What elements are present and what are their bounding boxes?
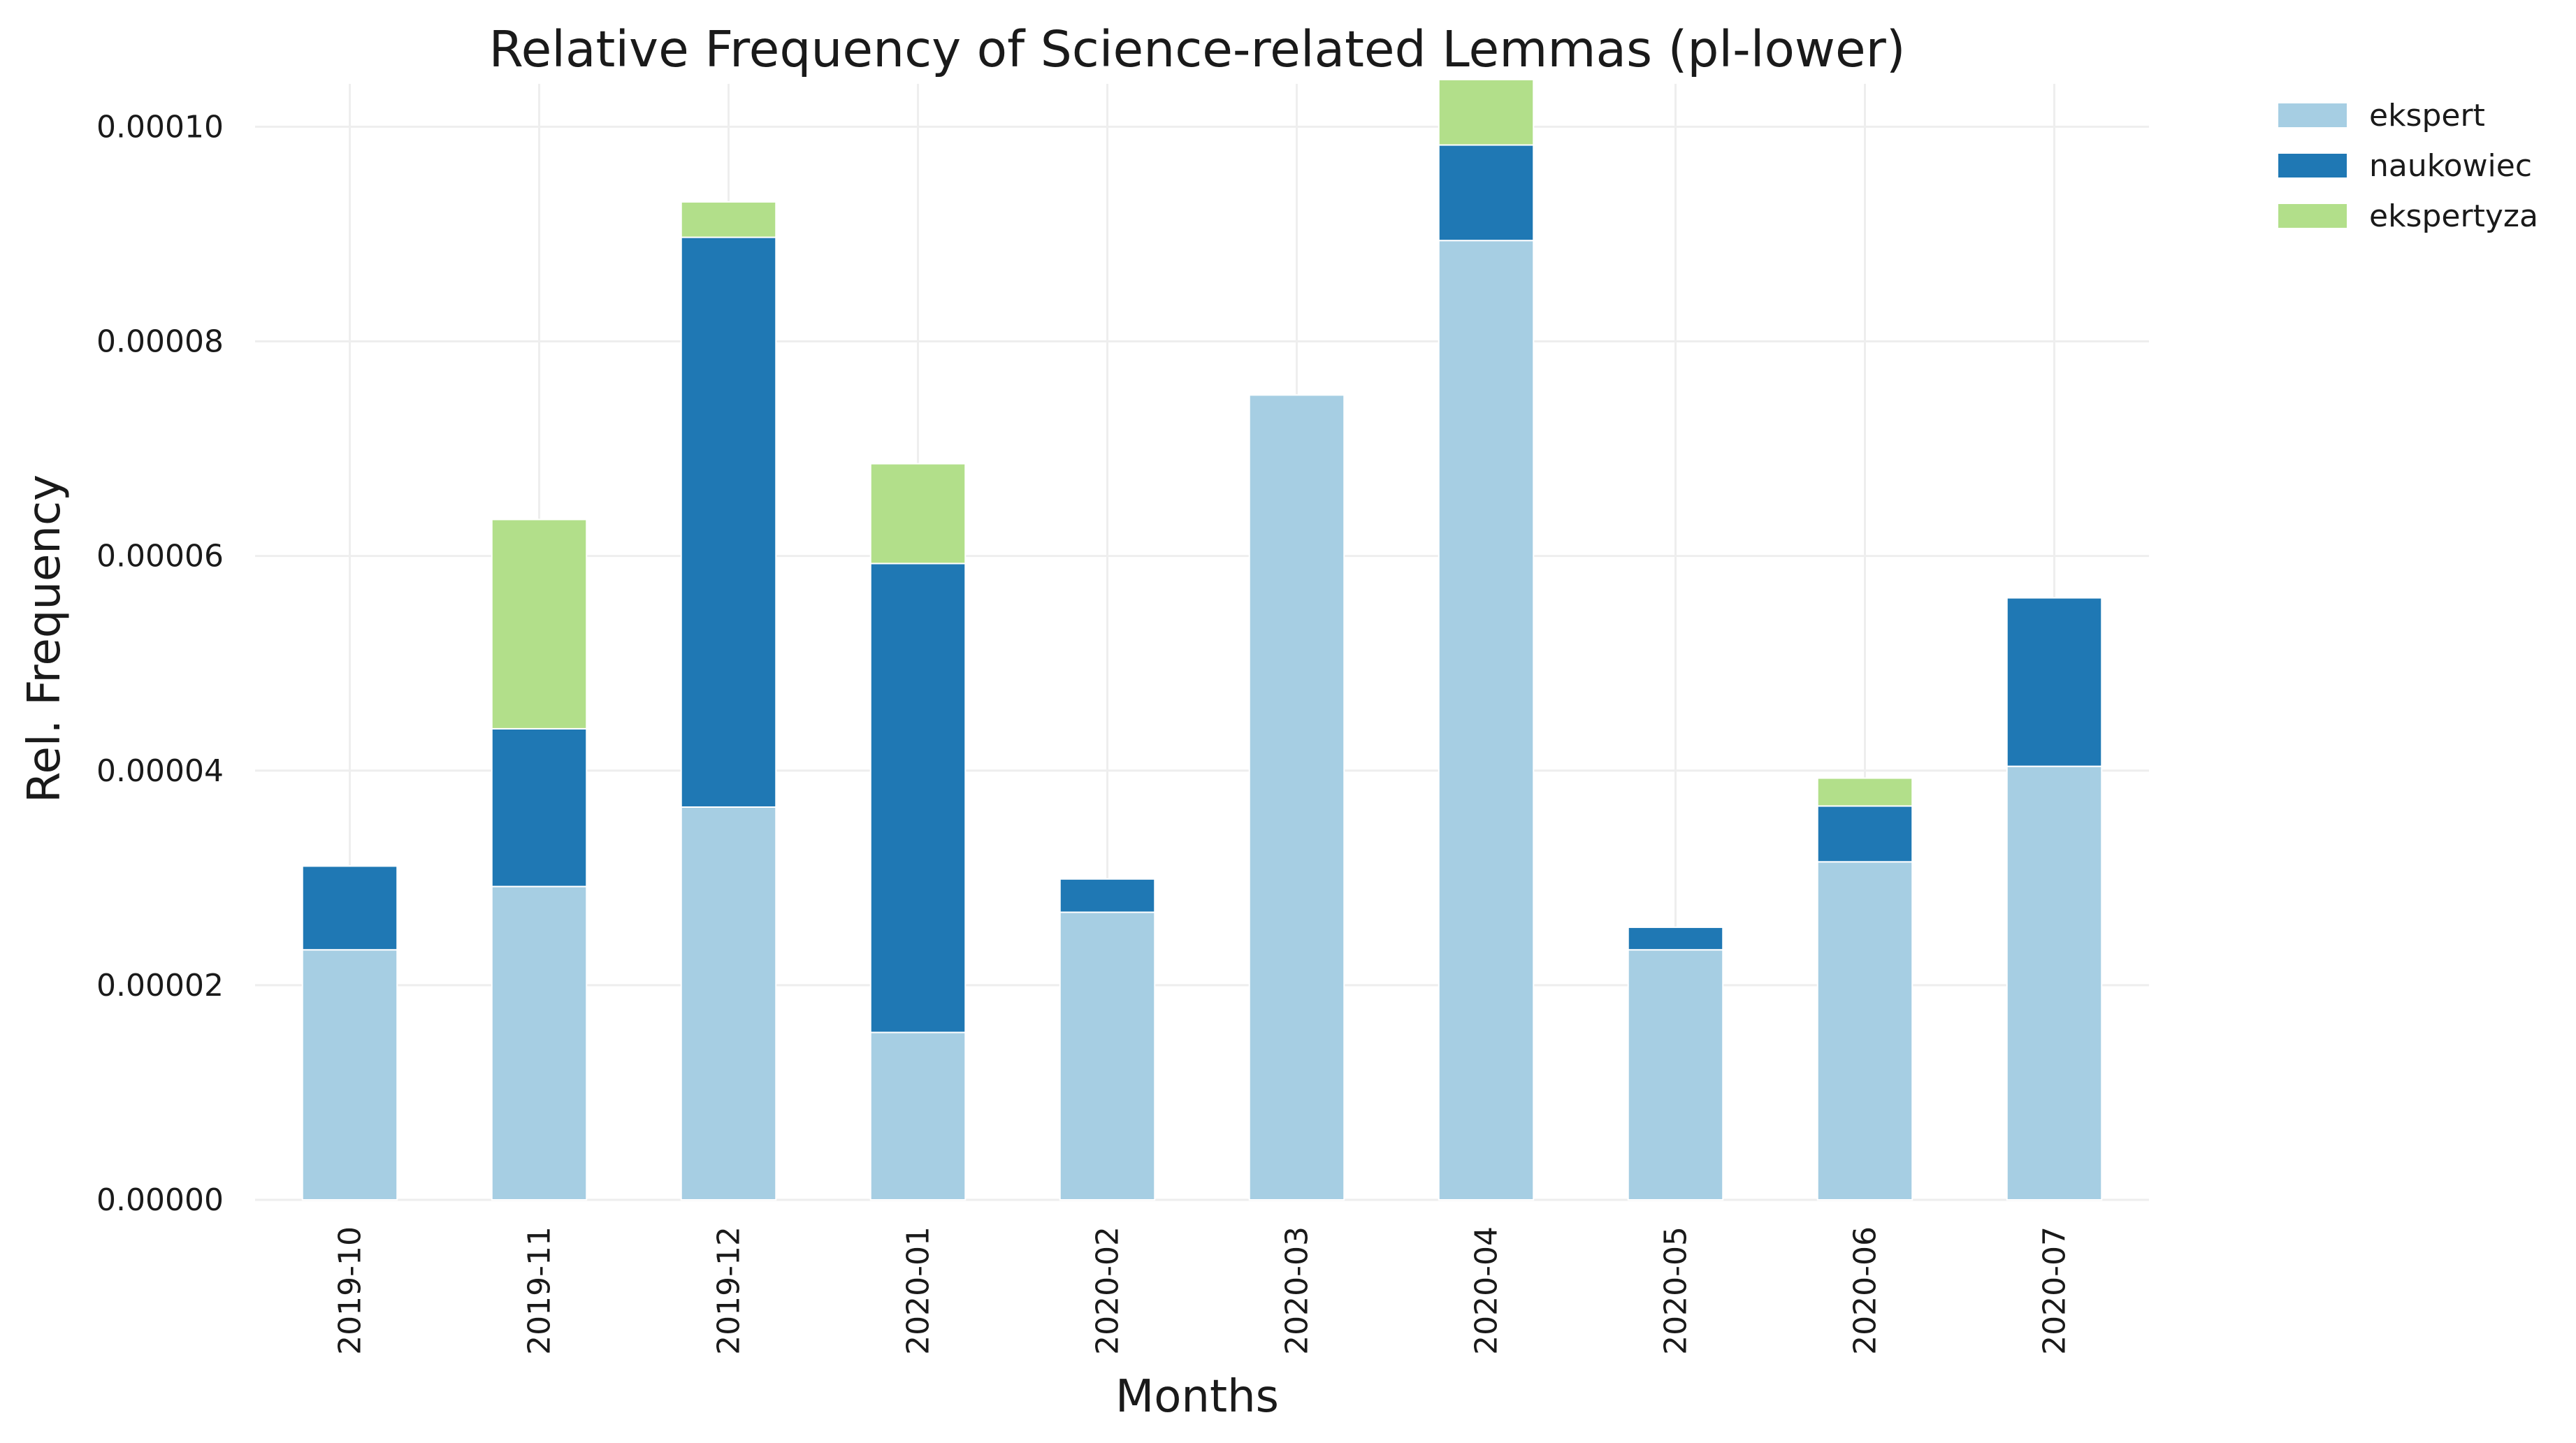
y-tick-label: 0.00004 <box>96 753 224 789</box>
bar-ekspert-2019-11 <box>491 885 588 1201</box>
bar-ekspertyza-2019-11 <box>491 519 588 730</box>
legend: ekspert naukowiec ekspertyza <box>2278 98 2538 234</box>
bar-naukowiec-2020-02 <box>1059 878 1156 913</box>
bar-ekspertyza-2020-06 <box>1816 777 1913 807</box>
x-tick-label: 2019-11 <box>522 1226 558 1355</box>
x-tick-label: 2020-02 <box>1090 1226 1126 1355</box>
x-axis-label: Months <box>1115 1371 1279 1423</box>
bar-naukowiec-2020-06 <box>1816 805 1913 863</box>
legend-label-ekspertyza: ekspertyza <box>2369 198 2538 234</box>
x-tick-label: 2020-06 <box>1848 1226 1883 1355</box>
bar-ekspert-2020-02 <box>1059 911 1156 1201</box>
bar-ekspert-2020-03 <box>1248 394 1345 1201</box>
bar-ekspert-2019-10 <box>301 949 398 1201</box>
bar-ekspertyza-2020-01 <box>869 463 967 565</box>
y-tick-labels: 0.00000 0.00002 0.00004 0.00006 0.00008 0.000… <box>96 109 224 1218</box>
y-axis-label: Rel. Frequency <box>19 474 71 803</box>
bar-ekspert-2020-04 <box>1438 240 1535 1201</box>
bar-naukowiec-2019-11 <box>491 727 588 887</box>
bar-ekspertyza-2020-04 <box>1438 78 1535 146</box>
bar-naukowiec-2020-01 <box>869 563 967 1034</box>
bar-ekspert-2020-06 <box>1816 861 1913 1201</box>
legend-swatch-naukowiec <box>2278 154 2347 177</box>
bar-naukowiec-2019-12 <box>680 236 777 808</box>
x-tick-label: 2020-04 <box>1469 1226 1505 1355</box>
y-tick-label: 0.00008 <box>96 324 224 360</box>
x-tick-label: 2019-10 <box>333 1226 368 1355</box>
bar-ekspert-2020-07 <box>2006 765 2103 1201</box>
x-tick-label: 2020-03 <box>1280 1226 1315 1355</box>
x-tick-labels: 2019-10 2019-11 2019-12 2020-01 2020-02 2020-… <box>333 1226 2073 1355</box>
chart-title: Relative Frequency of Science-related Le… <box>489 20 1905 78</box>
bar-ekspert-2020-05 <box>1627 949 1724 1201</box>
legend-swatch-ekspertyza <box>2278 204 2347 228</box>
bar-ekspertyza-2019-12 <box>680 201 777 238</box>
y-tick-label: 0.00002 <box>96 968 224 1003</box>
bar-naukowiec-2020-05 <box>1627 926 1724 951</box>
x-tick-label: 2020-07 <box>2037 1226 2073 1355</box>
legend-swatch-ekspert <box>2278 103 2347 127</box>
bars <box>301 78 2103 1201</box>
bar-ekspert-2019-12 <box>680 806 777 1201</box>
y-tick-label: 0.00006 <box>96 539 224 574</box>
bar-ekspert-2020-01 <box>869 1031 967 1201</box>
x-tick-label: 2020-01 <box>901 1226 936 1355</box>
x-tick-label: 2020-05 <box>1658 1226 1694 1355</box>
x-tick-label: 2019-12 <box>711 1226 747 1355</box>
y-tick-label: 0.00000 <box>96 1182 224 1218</box>
legend-label-ekspert: ekspert <box>2369 98 2485 133</box>
bar-naukowiec-2019-10 <box>301 865 398 951</box>
bar-naukowiec-2020-04 <box>1438 144 1535 242</box>
legend-label-naukowiec: naukowiec <box>2369 148 2532 184</box>
y-tick-label: 0.00010 <box>96 109 224 145</box>
bar-naukowiec-2020-07 <box>2006 597 2103 767</box>
